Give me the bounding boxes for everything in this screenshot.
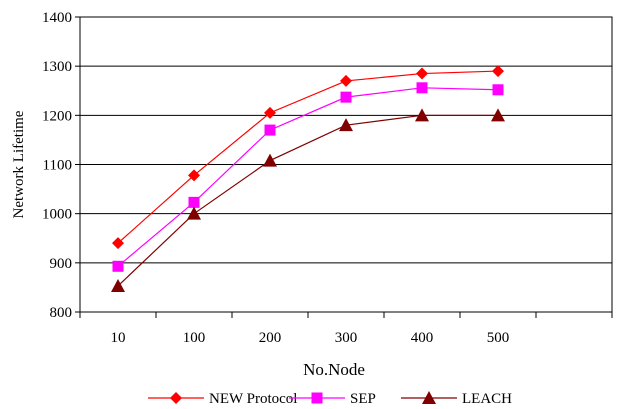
data-point-leach — [339, 118, 353, 132]
y-tick-label: 900 — [50, 256, 73, 272]
y-tick-label: 1400 — [42, 10, 72, 26]
series-leach — [111, 108, 505, 292]
series-line-new-protocol — [117, 70, 499, 244]
x-tick-label: 10 — [111, 330, 126, 346]
series-line-sep — [117, 87, 499, 267]
legend-marker-leach — [422, 391, 436, 404]
data-point-new-protocol — [492, 65, 504, 78]
legend-item-sep: SEP — [289, 391, 376, 407]
data-point-new-protocol — [340, 74, 352, 87]
series-line-leach — [117, 114, 498, 287]
legend-label-sep: SEP — [350, 391, 376, 407]
legend: NEW Protocol SEP LEACH — [148, 391, 512, 407]
data-point-sep — [492, 84, 504, 96]
gridlines — [80, 16, 612, 313]
data-point-new-protocol — [416, 67, 428, 80]
data-point-leach — [111, 278, 125, 292]
y-tick-label: 800 — [50, 305, 73, 321]
data-point-leach — [415, 108, 429, 122]
y-tick-label: 1100 — [43, 158, 72, 174]
data-point-new-protocol — [112, 237, 124, 250]
y-axis: 800 900 1000 1100 1200 1300 1400 — [42, 10, 80, 321]
data-point-sep — [264, 124, 276, 136]
x-axis-title: No.Node — [303, 360, 365, 379]
legend-marker-sep — [311, 392, 323, 404]
data-point-sep — [416, 82, 428, 94]
data-point-sep — [112, 260, 124, 272]
legend-marker-new-protocol — [170, 392, 182, 404]
data-point-new-protocol — [188, 169, 200, 182]
data-point-leach — [491, 108, 505, 122]
x-tick-label: 300 — [335, 330, 358, 346]
data-point-leach — [263, 153, 277, 167]
x-tick-label: 400 — [411, 330, 434, 346]
data-point-leach — [187, 206, 201, 220]
x-tick-label: 500 — [487, 330, 510, 346]
legend-item-new-protocol: NEW Protocol — [148, 391, 297, 407]
data-point-sep — [188, 196, 200, 208]
y-tick-label: 1300 — [42, 59, 72, 75]
x-axis: 10 100 200 300 400 500 — [79, 312, 613, 346]
x-tick-label: 200 — [259, 330, 282, 346]
y-tick-label: 1200 — [42, 108, 72, 124]
series-group — [111, 65, 505, 292]
y-axis-title: Network Lifetime — [11, 110, 27, 218]
legend-label-leach: LEACH — [462, 391, 512, 407]
series-new-protocol — [112, 65, 504, 250]
y-tick-label: 1000 — [42, 207, 72, 223]
series-sep — [112, 82, 504, 272]
data-point-sep — [340, 91, 352, 103]
data-point-new-protocol — [264, 106, 276, 119]
legend-label-new-protocol: NEW Protocol — [209, 391, 297, 407]
x-tick-label: 100 — [183, 330, 206, 346]
legend-item-leach: LEACH — [401, 391, 512, 407]
